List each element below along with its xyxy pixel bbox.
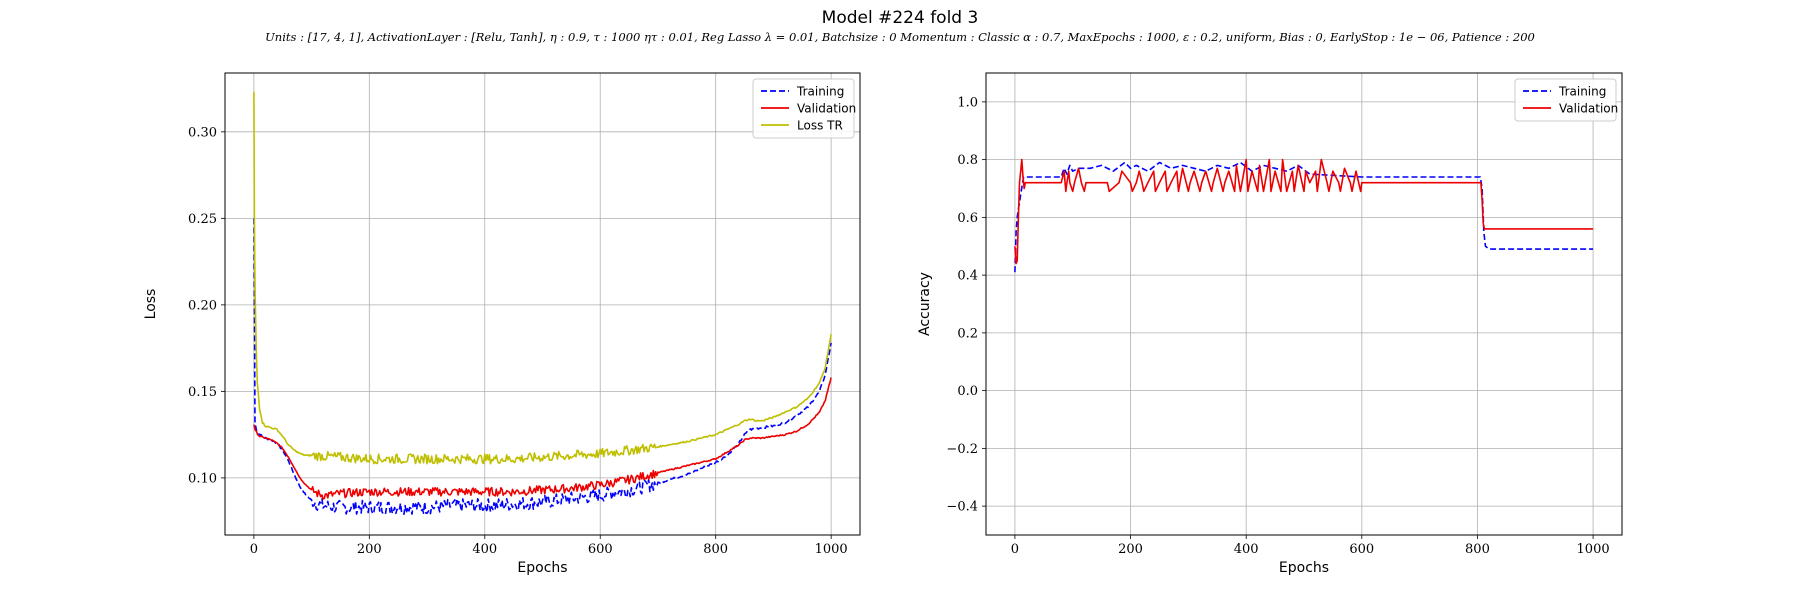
x-tick-label: 400 [1234, 542, 1259, 557]
x-tick-label: 1000 [815, 542, 848, 557]
legend-label: Training [796, 85, 844, 99]
y-axis-label: Accuracy [917, 272, 933, 336]
y-tick-label: −0.4 [946, 500, 978, 515]
y-tick-label: 0.10 [188, 471, 217, 486]
x-axis-label: Epochs [1279, 560, 1329, 576]
y-tick-label: 0.6 [957, 211, 978, 226]
y-tick-label: 1.0 [957, 95, 978, 110]
y-tick-label: 0.2 [957, 326, 978, 341]
y-tick-label: −0.2 [946, 442, 978, 457]
legend: Training Validation Loss TR [752, 78, 856, 139]
x-tick-label: 600 [588, 542, 613, 557]
series-line-validation [1014, 158, 1594, 265]
x-tick-label: 600 [1349, 542, 1374, 557]
y-tick-label: 0.8 [957, 153, 978, 168]
figure-title: Model #224 fold 3 [821, 8, 979, 28]
y-tick-label: 0.20 [188, 298, 217, 313]
legend-label: Loss TR [797, 119, 843, 133]
x-tick-label: 800 [703, 542, 728, 557]
y-tick-label: 0.30 [188, 125, 217, 140]
x-tick-label: 0 [250, 542, 258, 557]
x-tick-label: 400 [472, 542, 497, 557]
y-tick-label: 0.4 [957, 269, 978, 284]
y-axis-label: Loss [143, 289, 159, 320]
y-tick-label: 0.0 [957, 384, 978, 399]
chart-1: 0 200 400 600 800 1000 0.10 0.15 0.20 0.25 0.30 Epo… [143, 72, 861, 576]
legend-box [1514, 78, 1617, 122]
series-line-training [1014, 161, 1594, 273]
plot-frame [224, 72, 861, 536]
legend-label: Validation [797, 102, 856, 116]
series-line-loss-tr [253, 91, 832, 465]
x-tick-label: 200 [357, 542, 382, 557]
legend: Training Validation [1514, 78, 1618, 122]
y-tick-label: 0.15 [188, 385, 217, 400]
legend-box [752, 78, 855, 139]
legend-label: Validation [1559, 102, 1618, 116]
figure-subtitle: Units : [17, 4, 1], ActivationLayer : [R… [265, 30, 1535, 44]
x-tick-label: 800 [1465, 542, 1490, 557]
x-tick-label: 1000 [1577, 542, 1610, 557]
chart-2: 0 200 400 600 800 1000 −0.4 −0.2 0.0 0.2 0.4 0.6 0.8… [917, 72, 1623, 576]
y-tick-label: 0.25 [188, 212, 217, 227]
x-tick-label: 200 [1118, 542, 1143, 557]
x-axis-label: Epochs [517, 560, 567, 576]
series-line-training [253, 218, 832, 515]
legend-label: Training [1558, 85, 1606, 99]
series-line-validation [253, 377, 832, 500]
x-tick-label: 0 [1011, 542, 1019, 557]
plot-frame [985, 72, 1623, 536]
